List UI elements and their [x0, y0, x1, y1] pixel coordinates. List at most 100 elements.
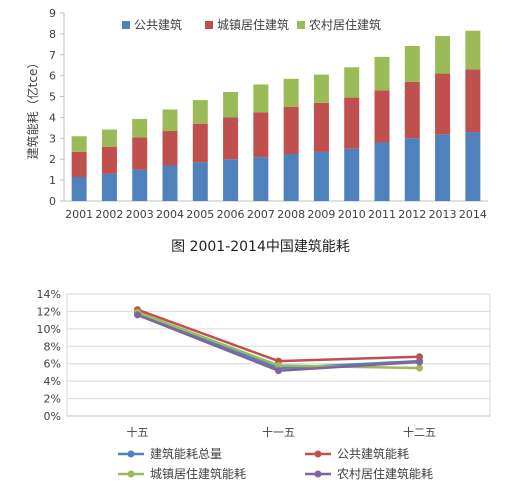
bar-segment	[435, 73, 451, 135]
plot-area-border	[66, 293, 491, 417]
bar-segment	[132, 137, 148, 170]
legend-marker	[314, 450, 322, 458]
bar-segment	[253, 112, 269, 158]
legend-label: 公共建筑能耗	[337, 446, 409, 461]
y-tick-label: 7	[49, 49, 56, 62]
data-point	[416, 358, 423, 366]
y-tick-label: 4%	[44, 375, 61, 388]
bar-segment	[132, 169, 148, 201]
y-tick-label: 12%	[37, 305, 61, 318]
bar-segment	[283, 107, 299, 154]
bar-segment	[192, 100, 208, 124]
bar-segment	[192, 123, 208, 163]
x-tick-label: 2009	[307, 208, 335, 221]
y-tick-label: 10%	[37, 323, 61, 336]
bar-segment	[465, 30, 481, 70]
y-tick-label: 0	[49, 195, 56, 208]
bar-segment	[435, 35, 451, 74]
bar-segment	[465, 69, 481, 133]
bar-segment	[283, 154, 299, 201]
x-tick-label: 2008	[277, 208, 305, 221]
bar-segment	[101, 129, 117, 147]
data-point	[416, 353, 423, 361]
bar-segment	[132, 118, 148, 138]
bar-segment	[374, 142, 390, 201]
x-tick-label: 2006	[217, 208, 245, 221]
x-tick-label: 十二五	[403, 425, 436, 439]
bar-segment	[162, 109, 178, 132]
y-tick-label: 8%	[44, 340, 61, 353]
legend-swatch	[122, 21, 130, 29]
x-tick-label: 2014	[459, 208, 487, 221]
x-tick-label: 2002	[95, 208, 123, 221]
bar-segment	[374, 56, 390, 91]
bar-segment	[71, 136, 87, 152]
figure-caption: 图 2001-2014中国建筑能耗	[171, 239, 350, 255]
x-tick-label: 2003	[126, 208, 154, 221]
x-tick-label: 2012	[398, 208, 426, 221]
legend-label: 城镇居住建筑	[217, 17, 289, 32]
bar-segment	[223, 159, 239, 201]
bar-segment	[71, 151, 87, 177]
bar-segment	[344, 97, 360, 149]
legend-marker	[314, 470, 322, 478]
bar-segment	[313, 151, 329, 201]
y-tick-label: 4	[49, 111, 56, 124]
bar-segment	[162, 131, 178, 166]
x-tick-label: 2013	[429, 208, 457, 221]
bar-segment	[404, 138, 420, 201]
y-tick-label: 6%	[44, 358, 61, 371]
bar-segment	[283, 78, 299, 107]
y-tick-label: 2	[49, 153, 56, 166]
y-tick-label: 8	[49, 28, 56, 41]
bar-segment	[192, 162, 208, 201]
data-point	[134, 311, 141, 319]
bar-segment	[344, 67, 360, 98]
bar-segment	[223, 91, 239, 118]
legend-swatch	[205, 21, 213, 29]
bar-segment	[101, 173, 117, 201]
y-tick-label: 9	[49, 7, 56, 20]
y-tick-label: 1	[49, 174, 56, 187]
bar-segment	[313, 102, 329, 152]
x-tick-label: 2001	[65, 208, 93, 221]
bar-segment	[404, 81, 420, 139]
x-tick-label: 2010	[338, 208, 366, 221]
y-tick-label: 6	[49, 70, 56, 83]
x-tick-label: 2005	[186, 208, 214, 221]
x-tick-label: 十五	[127, 425, 149, 439]
bar-segment	[162, 165, 178, 201]
bar-segment	[223, 117, 239, 160]
legend-label: 建筑能耗总量	[150, 446, 222, 461]
data-point	[275, 361, 282, 369]
x-tick-label: 2011	[368, 208, 396, 221]
legend-marker	[127, 470, 135, 478]
x-tick-label: 2007	[247, 208, 275, 221]
y-tick-label: 3	[49, 132, 56, 145]
legend-label: 公共建筑	[134, 17, 182, 32]
bar-segment	[101, 146, 117, 174]
bar-segment	[374, 90, 390, 143]
bar-segment	[253, 157, 269, 201]
legend-label: 农村居住建筑能耗	[337, 466, 433, 481]
bar-segment	[313, 74, 329, 103]
bar-segment	[71, 176, 87, 201]
y-axis-label: 建筑能耗（亿tce）	[25, 57, 40, 160]
bar-segment	[404, 46, 420, 82]
legend-marker	[127, 450, 135, 458]
data-point	[416, 364, 423, 372]
series-line	[137, 308, 420, 363]
data-point	[275, 367, 282, 375]
y-tick-label: 0%	[44, 410, 61, 423]
x-tick-label: 十一五	[262, 425, 295, 439]
bar-segment	[253, 84, 269, 113]
x-tick-label: 2004	[156, 208, 184, 221]
bar-segment	[465, 132, 481, 201]
y-tick-label: 2%	[44, 393, 61, 406]
legend-label: 城镇居住建筑能耗	[150, 466, 246, 481]
legend-swatch	[297, 21, 305, 29]
y-tick-label: 14%	[37, 288, 61, 301]
legend-label: 农村居住建筑	[309, 17, 381, 32]
